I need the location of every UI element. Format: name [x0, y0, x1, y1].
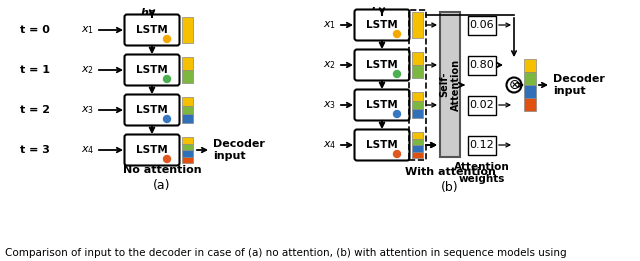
Text: LSTM: LSTM: [366, 100, 398, 110]
Bar: [412, 92, 423, 101]
Text: $x_3$: $x_3$: [323, 99, 337, 111]
Text: LSTM: LSTM: [136, 65, 168, 75]
Bar: [182, 157, 193, 163]
Text: 0.02: 0.02: [470, 100, 494, 110]
Bar: [468, 56, 496, 74]
Text: (b): (b): [441, 181, 459, 193]
Text: Comparison of input to the decoder in case of (a) no attention, (b) with attenti: Comparison of input to the decoder in ca…: [5, 248, 566, 258]
Circle shape: [506, 78, 522, 92]
Text: 0.80: 0.80: [470, 60, 494, 70]
Bar: [412, 145, 423, 151]
Bar: [182, 70, 193, 83]
FancyBboxPatch shape: [125, 94, 179, 126]
Circle shape: [163, 156, 170, 163]
Bar: [524, 85, 536, 98]
Text: LSTM: LSTM: [366, 20, 398, 30]
Bar: [182, 97, 193, 106]
Text: $\otimes$: $\otimes$: [508, 78, 520, 92]
FancyBboxPatch shape: [125, 15, 179, 45]
Bar: [468, 135, 496, 155]
Bar: [412, 132, 423, 139]
Bar: [182, 57, 193, 70]
Text: LSTM: LSTM: [136, 25, 168, 35]
Bar: [182, 137, 193, 144]
Circle shape: [394, 110, 401, 117]
Circle shape: [394, 70, 401, 78]
Text: Attention
weights: Attention weights: [454, 162, 510, 183]
Circle shape: [394, 151, 401, 157]
Bar: [412, 52, 423, 65]
Text: $\bfit{h}_0$: $\bfit{h}_0$: [371, 5, 385, 19]
Bar: [440, 12, 460, 157]
Text: LSTM: LSTM: [136, 145, 168, 155]
Text: $x_1$: $x_1$: [81, 24, 95, 36]
Text: $x_4$: $x_4$: [323, 139, 337, 151]
Bar: [412, 12, 423, 38]
Bar: [468, 15, 496, 34]
Text: Decoder
input: Decoder input: [213, 139, 265, 161]
Circle shape: [163, 75, 170, 82]
Bar: [182, 150, 193, 157]
Bar: [412, 151, 423, 158]
Text: With attention: With attention: [404, 167, 495, 177]
Text: LSTM: LSTM: [366, 140, 398, 150]
Bar: [412, 101, 423, 109]
FancyBboxPatch shape: [355, 129, 410, 161]
FancyBboxPatch shape: [125, 55, 179, 86]
Bar: [182, 114, 193, 123]
FancyBboxPatch shape: [355, 9, 410, 40]
Text: Self-
Attention: Self- Attention: [439, 58, 461, 111]
Bar: [182, 144, 193, 150]
Text: $x_2$: $x_2$: [323, 59, 337, 71]
Text: t = 1: t = 1: [20, 65, 50, 75]
Bar: [524, 59, 536, 72]
Text: 0.12: 0.12: [470, 140, 494, 150]
Text: $x_2$: $x_2$: [81, 64, 95, 76]
Bar: [524, 98, 536, 111]
Text: 0.06: 0.06: [470, 20, 494, 30]
Text: $x_3$: $x_3$: [81, 104, 95, 116]
Text: t = 0: t = 0: [20, 25, 50, 35]
Text: $x_4$: $x_4$: [81, 144, 95, 156]
Bar: [524, 72, 536, 85]
Text: Decoder
input: Decoder input: [553, 74, 605, 96]
Text: LSTM: LSTM: [136, 105, 168, 115]
Text: (a): (a): [153, 179, 171, 192]
Circle shape: [163, 116, 170, 122]
FancyBboxPatch shape: [355, 90, 410, 121]
Text: t = 2: t = 2: [20, 105, 50, 115]
Text: $\bfit{h}_0$: $\bfit{h}_0$: [140, 6, 156, 20]
Text: t = 3: t = 3: [20, 145, 50, 155]
Text: LSTM: LSTM: [366, 60, 398, 70]
Circle shape: [394, 31, 401, 38]
FancyBboxPatch shape: [355, 50, 410, 80]
Text: No attention: No attention: [123, 165, 202, 175]
Bar: [182, 106, 193, 114]
Bar: [182, 17, 193, 43]
Bar: [412, 65, 423, 78]
Circle shape: [163, 35, 170, 43]
Bar: [412, 109, 423, 118]
FancyBboxPatch shape: [125, 134, 179, 165]
Bar: [409, 10, 426, 160]
Bar: [412, 139, 423, 145]
Bar: [468, 96, 496, 115]
Text: $x_1$: $x_1$: [323, 19, 337, 31]
